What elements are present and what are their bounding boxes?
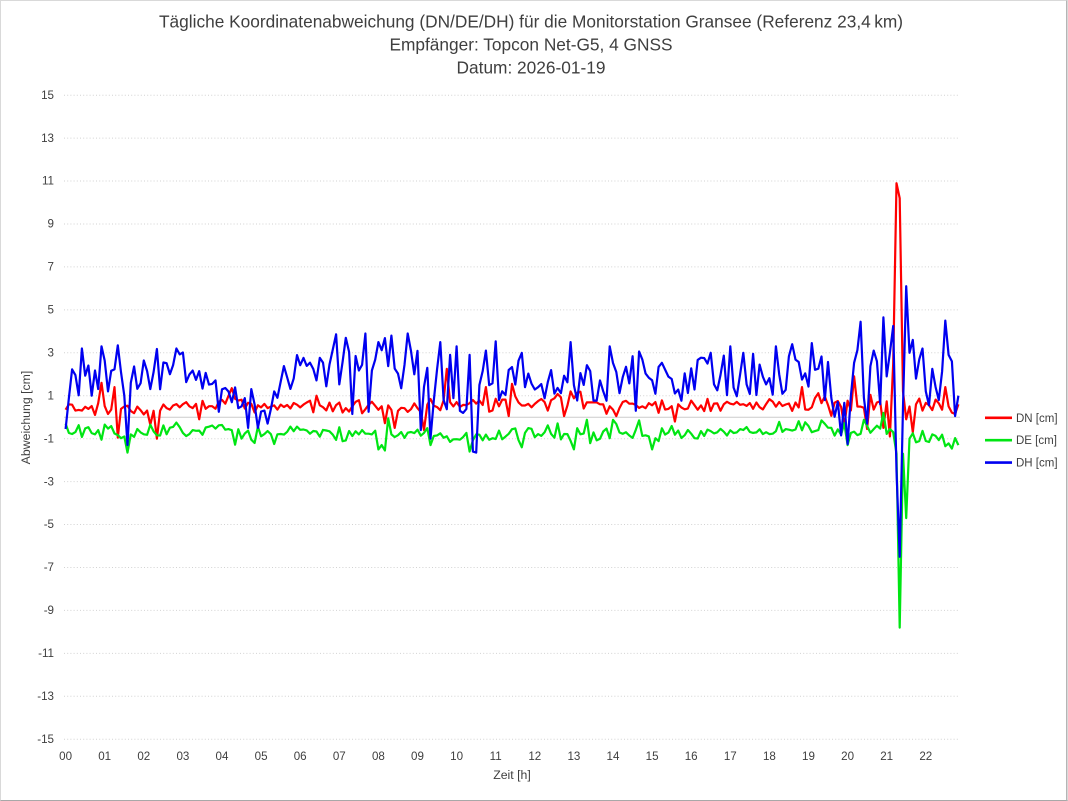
svg-text:12: 12 [528, 750, 541, 763]
svg-text:19: 19 [802, 750, 815, 763]
svg-text:-1: -1 [44, 432, 54, 445]
svg-text:20: 20 [841, 750, 854, 763]
svg-text:00: 00 [59, 750, 72, 763]
svg-text:-9: -9 [44, 604, 54, 617]
svg-text:08: 08 [372, 750, 385, 763]
svg-text:15: 15 [646, 750, 659, 763]
svg-text:-3: -3 [44, 475, 54, 488]
svg-text:Zeit [h]: Zeit [h] [493, 768, 531, 782]
svg-text:5: 5 [48, 304, 54, 317]
svg-text:DH [cm]: DH [cm] [1016, 458, 1058, 470]
svg-text:16: 16 [685, 750, 698, 763]
svg-text:03: 03 [176, 750, 189, 763]
svg-text:17: 17 [724, 750, 737, 763]
svg-text:DN [cm]: DN [cm] [1016, 413, 1058, 425]
svg-text:09: 09 [411, 750, 424, 763]
svg-text:-13: -13 [37, 690, 54, 703]
svg-text:9: 9 [48, 218, 54, 231]
svg-text:Abweichung [cm]: Abweichung [cm] [19, 371, 33, 465]
svg-text:11: 11 [42, 175, 54, 188]
svg-text:06: 06 [294, 750, 307, 763]
svg-text:3: 3 [48, 347, 54, 360]
svg-text:15: 15 [41, 89, 54, 102]
svg-text:02: 02 [137, 750, 150, 763]
svg-text:-15: -15 [37, 733, 54, 746]
svg-text:7: 7 [48, 261, 54, 274]
svg-text:11: 11 [490, 750, 502, 763]
svg-text:Datum: 2026-01-19: Datum: 2026-01-19 [457, 58, 606, 78]
svg-text:Empfänger: Topcon Net-G5, 4 GN: Empfänger: Topcon Net-G5, 4 GNSS [389, 35, 672, 55]
svg-text:21: 21 [880, 750, 893, 763]
svg-text:1: 1 [48, 389, 54, 402]
svg-text:13: 13 [41, 132, 54, 145]
svg-text:18: 18 [763, 750, 776, 763]
svg-text:05: 05 [255, 750, 268, 763]
svg-text:-11: -11 [38, 647, 54, 660]
svg-text:10: 10 [450, 750, 463, 763]
svg-text:DE [cm]: DE [cm] [1016, 435, 1057, 447]
svg-text:01: 01 [98, 750, 111, 763]
svg-text:22: 22 [919, 750, 932, 763]
svg-text:07: 07 [333, 750, 346, 763]
svg-text:-7: -7 [44, 561, 54, 574]
svg-text:14: 14 [607, 750, 620, 763]
svg-text:13: 13 [567, 750, 580, 763]
svg-text:-5: -5 [44, 518, 54, 531]
svg-text:Tägliche Koordinatenabweichung: Tägliche Koordinatenabweichung (DN/DE/DH… [159, 12, 903, 32]
svg-text:04: 04 [216, 750, 229, 763]
